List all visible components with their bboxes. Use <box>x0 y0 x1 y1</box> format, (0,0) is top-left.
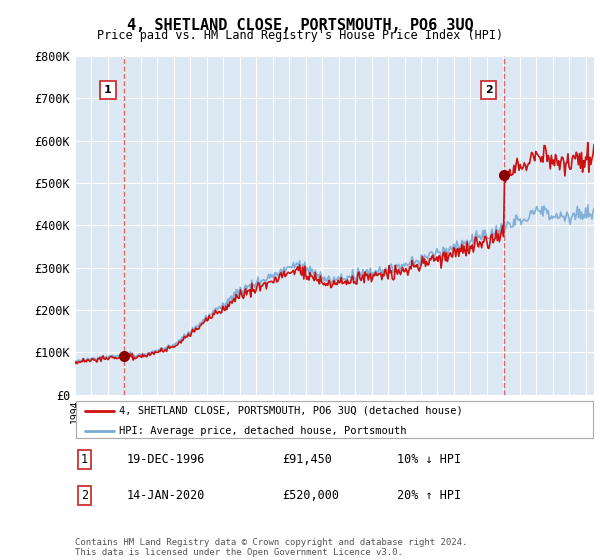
FancyBboxPatch shape <box>76 401 593 438</box>
Text: Contains HM Land Registry data © Crown copyright and database right 2024.
This d: Contains HM Land Registry data © Crown c… <box>75 538 467 557</box>
Text: HPI: Average price, detached house, Portsmouth: HPI: Average price, detached house, Port… <box>119 426 407 436</box>
Text: 1: 1 <box>81 453 88 466</box>
Text: 19-DEC-1996: 19-DEC-1996 <box>127 453 205 466</box>
Text: £520,000: £520,000 <box>283 489 340 502</box>
Text: 1: 1 <box>104 85 112 95</box>
Text: 14-JAN-2020: 14-JAN-2020 <box>127 489 205 502</box>
Text: 20% ↑ HPI: 20% ↑ HPI <box>397 489 461 502</box>
Text: 2: 2 <box>485 85 493 95</box>
Text: 4, SHETLAND CLOSE, PORTSMOUTH, PO6 3UQ: 4, SHETLAND CLOSE, PORTSMOUTH, PO6 3UQ <box>127 18 473 33</box>
Text: 10% ↓ HPI: 10% ↓ HPI <box>397 453 461 466</box>
Text: 4, SHETLAND CLOSE, PORTSMOUTH, PO6 3UQ (detached house): 4, SHETLAND CLOSE, PORTSMOUTH, PO6 3UQ (… <box>119 405 463 416</box>
Text: Price paid vs. HM Land Registry's House Price Index (HPI): Price paid vs. HM Land Registry's House … <box>97 29 503 42</box>
Text: £91,450: £91,450 <box>283 453 332 466</box>
Text: 2: 2 <box>81 489 88 502</box>
